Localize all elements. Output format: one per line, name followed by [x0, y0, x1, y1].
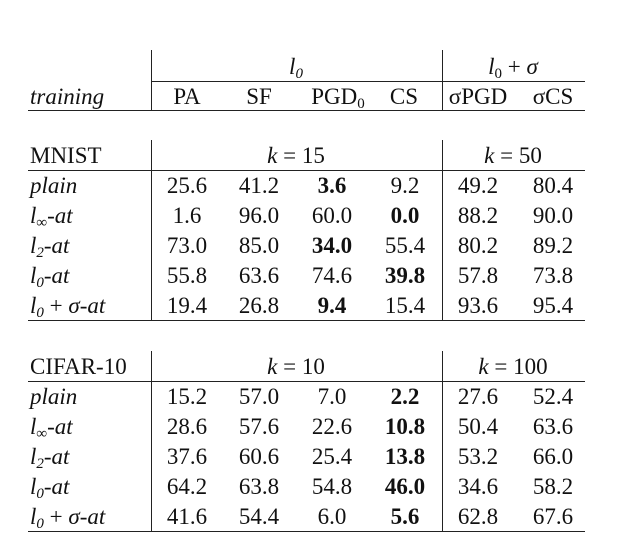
cell-cs: 5.6	[390, 504, 420, 529]
col-header-sf: SF	[246, 84, 272, 109]
vrule-header-left	[151, 50, 152, 110]
mnist-section-rule	[28, 170, 585, 171]
header-group-rule	[151, 81, 585, 82]
cifar-bottom-rule	[28, 531, 585, 532]
cell-sigma-pgd: 34.6	[457, 474, 499, 499]
cell-pa: 37.6	[166, 444, 208, 469]
cell-pgd0: 6.0	[317, 504, 347, 529]
cell-sf: 63.6	[238, 263, 280, 288]
cifar-section-rule	[28, 381, 585, 382]
cell-sigma-pgd: 53.2	[457, 444, 499, 469]
row-label-linf-at: l∞-at	[30, 203, 73, 231]
row-label-l0-at: l0-at	[30, 263, 70, 291]
cell-pgd0: 9.4	[317, 293, 347, 318]
vrule-mnist-left	[151, 140, 152, 320]
cell-sigma-cs: 89.2	[532, 233, 574, 258]
cell-sigma-pgd: 80.2	[457, 233, 499, 258]
mnist-k-right: k = 50	[484, 143, 542, 168]
cell-cs: 0.0	[390, 203, 420, 228]
cell-pa: 64.2	[166, 474, 208, 499]
cifar-k-right: k = 100	[478, 354, 548, 379]
col-header-pgd0: PGD0	[311, 84, 365, 112]
cell-pa: 25.6	[166, 173, 208, 198]
cell-sigma-pgd: 50.4	[457, 414, 499, 439]
cell-sigma-cs: 90.0	[532, 203, 574, 228]
cell-pgd0: 25.4	[311, 444, 353, 469]
cell-sf: 57.0	[238, 384, 280, 409]
cell-sigma-cs: 63.6	[532, 414, 574, 439]
header-bottom-rule	[28, 110, 585, 111]
cell-sigma-cs: 58.2	[532, 474, 574, 499]
cell-cs: 55.4	[384, 233, 426, 258]
vrule-cifar-left	[151, 351, 152, 531]
cell-cs: 15.4	[384, 293, 426, 318]
cell-pgd0: 3.6	[317, 173, 347, 198]
row-label-l0-sigma-at: l0 + σ-at	[30, 293, 106, 321]
cell-cs: 13.8	[384, 444, 426, 469]
cell-sigma-cs: 95.4	[532, 293, 574, 318]
cell-sf: 41.2	[238, 173, 280, 198]
cell-sigma-pgd: 27.6	[457, 384, 499, 409]
cell-sigma-pgd: 57.8	[457, 263, 499, 288]
col-header-sigma-cs: σCS	[532, 84, 574, 109]
col-header-sigma-pgd: σPGD	[448, 84, 508, 109]
cell-pa: 55.8	[166, 263, 208, 288]
row-label-l2-at: l2-at	[30, 444, 70, 472]
vrule-header-mid	[442, 50, 443, 110]
cell-cs: 10.8	[384, 414, 426, 439]
cell-sigma-pgd: 49.2	[457, 173, 499, 198]
row-label-l2-at: l2-at	[30, 233, 70, 261]
cell-pa: 41.6	[166, 504, 208, 529]
cell-pa: 28.6	[166, 414, 208, 439]
cell-cs: 46.0	[384, 474, 426, 499]
group-header-l0: l0	[289, 54, 303, 82]
cell-cs: 9.2	[390, 173, 420, 198]
section-title-cifar10: CIFAR-10	[30, 354, 127, 379]
cell-sigma-cs: 66.0	[532, 444, 574, 469]
cell-sf: 85.0	[238, 233, 280, 258]
cell-sigma-cs: 80.4	[532, 173, 574, 198]
cell-sigma-cs: 67.6	[532, 504, 574, 529]
cell-pgd0: 7.0	[317, 384, 347, 409]
row-label-l0-sigma-at: l0 + σ-at	[30, 504, 106, 532]
cell-sf: 26.8	[238, 293, 280, 318]
cell-sigma-pgd: 62.8	[457, 504, 499, 529]
cell-pgd0: 60.0	[311, 203, 353, 228]
cell-sigma-pgd: 93.6	[457, 293, 499, 318]
group-header-l0-sigma: l0 + σ	[488, 54, 538, 82]
row-label-plain: plain	[30, 173, 78, 198]
col-header-cs: CS	[389, 84, 419, 109]
cell-pa: 19.4	[166, 293, 208, 318]
cell-sf: 54.4	[238, 504, 280, 529]
cell-pa: 15.2	[166, 384, 208, 409]
row-label-linf-at: l∞-at	[30, 414, 73, 442]
mnist-bottom-rule	[28, 320, 585, 321]
cell-pgd0: 54.8	[311, 474, 353, 499]
vrule-mnist-mid	[442, 140, 443, 320]
cell-pgd0: 74.6	[311, 263, 353, 288]
cell-sigma-cs: 52.4	[532, 384, 574, 409]
cell-pa: 73.0	[166, 233, 208, 258]
cell-cs: 39.8	[384, 263, 426, 288]
cell-cs: 2.2	[390, 384, 420, 409]
cell-sf: 57.6	[238, 414, 280, 439]
col-header-pa: PA	[173, 84, 201, 109]
mnist-k-left: k = 15	[267, 143, 325, 168]
cifar-k-left: k = 10	[267, 354, 325, 379]
cell-sf: 60.6	[238, 444, 280, 469]
cell-sf: 63.8	[238, 474, 280, 499]
cell-sigma-pgd: 88.2	[457, 203, 499, 228]
row-label-plain: plain	[30, 384, 78, 409]
cell-pgd0: 22.6	[311, 414, 353, 439]
vrule-cifar-mid	[442, 351, 443, 531]
training-column-header: training	[30, 84, 105, 109]
row-label-l0-at: l0-at	[30, 474, 70, 502]
section-title-mnist: MNIST	[30, 143, 102, 168]
cell-sf: 96.0	[238, 203, 280, 228]
cell-pgd0: 34.0	[311, 233, 353, 258]
cell-sigma-cs: 73.8	[532, 263, 574, 288]
cell-pa: 1.6	[172, 203, 202, 228]
